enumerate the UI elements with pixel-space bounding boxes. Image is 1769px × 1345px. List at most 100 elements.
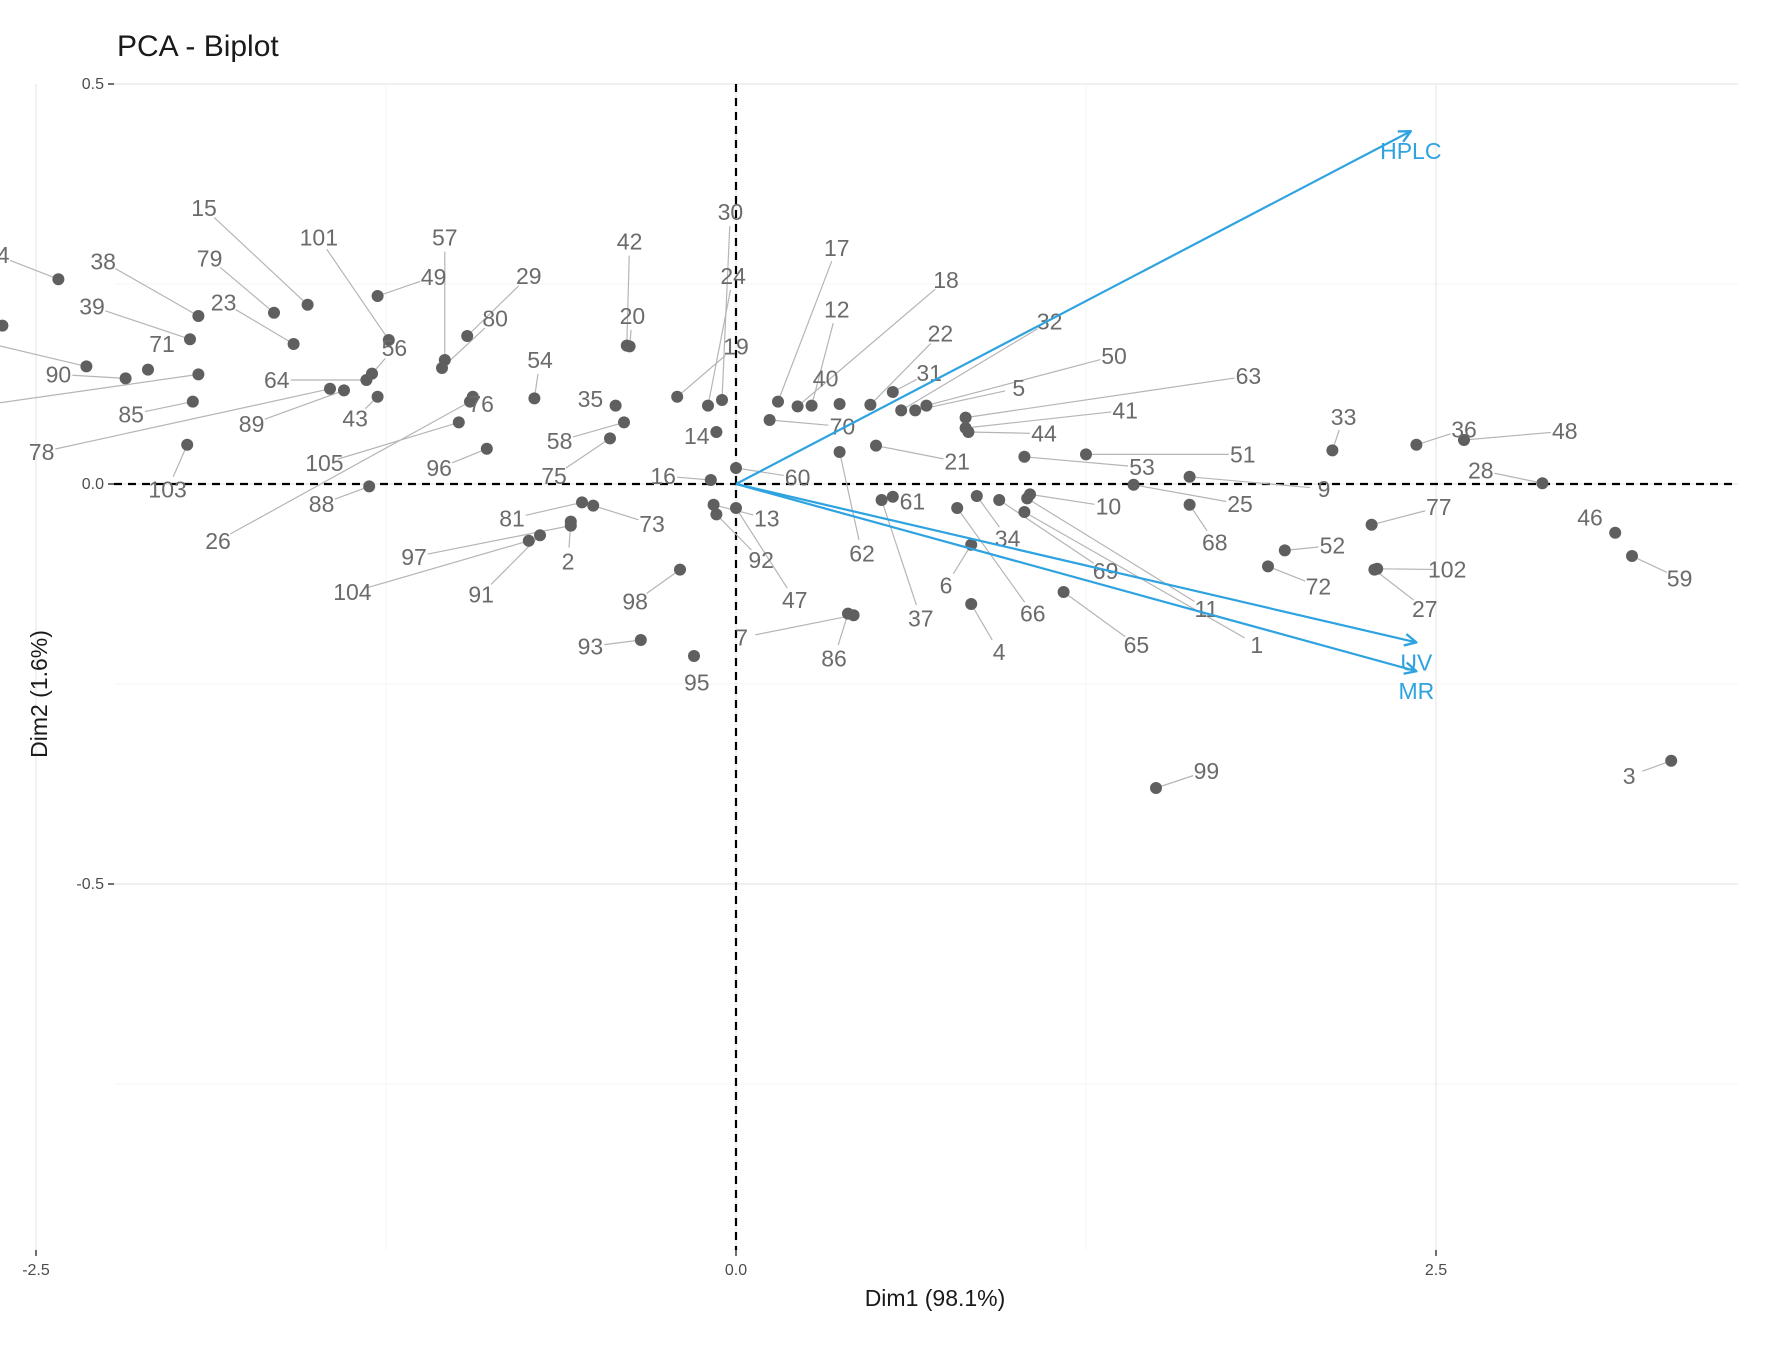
data-point bbox=[870, 439, 882, 452]
data-point bbox=[1018, 450, 1031, 463]
data-point bbox=[1150, 782, 1162, 794]
leader-line bbox=[9, 259, 59, 280]
data-point bbox=[360, 374, 373, 386]
point-label: 104 bbox=[333, 579, 372, 605]
minor-gridlines bbox=[114, 84, 1738, 1250]
data-point bbox=[0, 319, 9, 332]
point-label: 99 bbox=[1194, 758, 1220, 784]
individual-labels: 8274387915101574929833923808771565490647… bbox=[0, 195, 1693, 789]
leader-line bbox=[235, 309, 294, 345]
point-label: 13 bbox=[754, 505, 780, 531]
data-point bbox=[461, 330, 474, 342]
data-point bbox=[184, 333, 196, 346]
leader-line bbox=[735, 507, 788, 589]
point-label: 101 bbox=[300, 225, 338, 251]
label-leader-lines bbox=[0, 217, 1672, 789]
data-point bbox=[623, 340, 636, 353]
point-label: 51 bbox=[1230, 441, 1256, 467]
leader-line bbox=[55, 388, 331, 450]
point-label: 80 bbox=[482, 305, 508, 331]
x-tick-label: -2.5 bbox=[22, 1262, 50, 1279]
leader-line bbox=[565, 437, 611, 469]
point-label: 15 bbox=[191, 195, 217, 221]
leader-line bbox=[777, 260, 833, 402]
point-label: 90 bbox=[46, 361, 72, 387]
data-point bbox=[371, 290, 384, 302]
data-point bbox=[52, 273, 65, 286]
data-point bbox=[1326, 444, 1339, 457]
point-label: 60 bbox=[785, 465, 811, 491]
data-point bbox=[564, 515, 577, 528]
data-point bbox=[895, 404, 908, 417]
point-label: 65 bbox=[1124, 632, 1150, 658]
leader-line bbox=[213, 217, 309, 306]
data-point bbox=[634, 634, 647, 646]
point-label: 103 bbox=[148, 477, 186, 503]
data-point bbox=[1183, 498, 1196, 511]
point-label: 43 bbox=[342, 405, 368, 431]
data-point bbox=[671, 390, 684, 403]
point-label: 30 bbox=[718, 199, 744, 225]
data-point bbox=[1018, 506, 1031, 518]
leader-line bbox=[365, 540, 529, 589]
leader-line bbox=[646, 569, 681, 594]
data-point bbox=[702, 399, 714, 412]
data-point bbox=[80, 360, 93, 373]
point-label: 2 bbox=[562, 549, 575, 575]
data-point bbox=[833, 398, 846, 410]
point-label: 86 bbox=[821, 645, 847, 671]
point-label: 38 bbox=[90, 249, 116, 275]
data-point bbox=[382, 334, 395, 346]
y-tick-label: 0.5 bbox=[82, 76, 104, 93]
data-point bbox=[371, 390, 384, 403]
major-gridlines bbox=[35, 83, 1738, 1250]
data-point bbox=[301, 298, 314, 311]
leader-line bbox=[377, 280, 421, 297]
point-label: 39 bbox=[79, 293, 105, 319]
leader-line bbox=[900, 328, 1038, 411]
data-point bbox=[609, 399, 622, 412]
data-point bbox=[805, 399, 818, 412]
point-label: 48 bbox=[1552, 418, 1578, 444]
point-label: 85 bbox=[118, 401, 144, 427]
point-label: 95 bbox=[684, 669, 710, 695]
data-point bbox=[674, 563, 686, 576]
point-label: 31 bbox=[916, 360, 942, 386]
data-point bbox=[604, 432, 616, 445]
point-label: 11 bbox=[1194, 596, 1218, 622]
point-label: 28 bbox=[1468, 457, 1494, 483]
leader-line bbox=[976, 495, 1000, 528]
data-point bbox=[909, 404, 922, 417]
point-label: 10 bbox=[1096, 493, 1122, 519]
point-label: 4 bbox=[993, 639, 1006, 665]
data-point bbox=[707, 498, 720, 511]
data-point bbox=[1665, 754, 1678, 767]
leader-line bbox=[593, 505, 639, 521]
data-point bbox=[1368, 563, 1381, 576]
leader-line bbox=[144, 401, 193, 413]
point-label: 78 bbox=[29, 439, 55, 465]
point-label: 49 bbox=[421, 264, 447, 290]
leader-line bbox=[755, 614, 854, 636]
data-point bbox=[886, 490, 899, 503]
data-point bbox=[363, 480, 376, 493]
leader-line bbox=[769, 419, 829, 426]
data-point bbox=[920, 399, 933, 412]
leader-line bbox=[797, 288, 936, 407]
data-point bbox=[1183, 470, 1196, 483]
point-label: 76 bbox=[468, 391, 494, 417]
data-point bbox=[833, 446, 846, 458]
point-label: 70 bbox=[830, 413, 856, 439]
point-label: 23 bbox=[211, 289, 237, 315]
data-point bbox=[962, 426, 975, 438]
point-label: 16 bbox=[650, 463, 676, 489]
point-label: 57 bbox=[432, 225, 458, 251]
data-point bbox=[1127, 478, 1140, 491]
data-point bbox=[730, 462, 742, 474]
point-label: 46 bbox=[1577, 505, 1603, 531]
variable-arrows: HPLC UV MR bbox=[735, 131, 1441, 704]
leader-line bbox=[970, 603, 993, 641]
point-label: 59 bbox=[1667, 565, 1693, 591]
data-point bbox=[1626, 550, 1638, 562]
